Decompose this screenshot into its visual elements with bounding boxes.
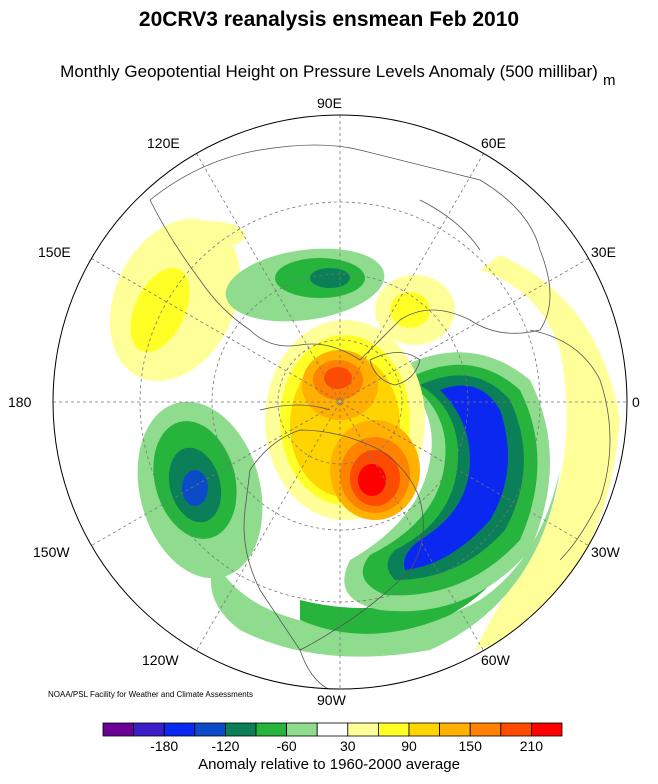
colorbar bbox=[102, 722, 563, 737]
colorbar-swatch bbox=[133, 722, 165, 737]
lon-label-120e: 120E bbox=[147, 135, 180, 151]
anomaly-region bbox=[210, 470, 560, 657]
colorbar-swatch bbox=[500, 722, 532, 737]
anomaly-region bbox=[324, 367, 352, 389]
anomaly-region bbox=[390, 292, 430, 328]
colorbar-swatch bbox=[224, 722, 257, 737]
anomaly-region bbox=[358, 464, 386, 496]
colorbar-swatch bbox=[347, 722, 379, 737]
map-subtitle: Monthly Geopotential Height on Pressure … bbox=[60, 62, 598, 81]
colorbar-tick-label: -120 bbox=[211, 738, 240, 754]
units-label: m bbox=[603, 72, 616, 89]
colorbar-swatch bbox=[377, 722, 410, 737]
anomaly-region bbox=[404, 385, 508, 570]
colorbar-swatch bbox=[439, 722, 471, 737]
colorbar-swatch bbox=[316, 722, 349, 737]
colorbar-tick-label: 30 bbox=[340, 738, 356, 754]
lon-label-150w: 150W bbox=[33, 544, 70, 560]
lon-label-120w: 120W bbox=[142, 652, 179, 668]
anomaly-region bbox=[130, 267, 190, 353]
colorbar-tick-label: 210 bbox=[519, 738, 544, 754]
colorbar-swatch bbox=[469, 722, 502, 737]
lon-label-30e: 30E bbox=[591, 244, 616, 260]
lon-label-30w: 30W bbox=[591, 544, 620, 560]
anomaly-region bbox=[175, 221, 245, 249]
colorbar-swatch bbox=[163, 722, 196, 737]
graticule bbox=[53, 115, 627, 689]
anomaly-region bbox=[182, 470, 208, 506]
map-title: 20CRV3 reanalysis ensmean Feb 2010 bbox=[138, 8, 520, 31]
colorbar-swatch bbox=[408, 722, 441, 737]
colorbar-swatch bbox=[286, 722, 318, 737]
colorbar-tick-label: 90 bbox=[401, 738, 417, 754]
anomaly-region bbox=[300, 470, 540, 634]
colorbar-tick-label: 150 bbox=[458, 738, 482, 754]
lon-label-150e: 150E bbox=[38, 244, 71, 260]
anomaly-field bbox=[109, 218, 620, 657]
colorbar-swatch bbox=[102, 722, 135, 737]
lon-label-60w: 60W bbox=[481, 652, 510, 668]
lon-label-0: 0 bbox=[632, 394, 640, 410]
colorbar-tick-label: -60 bbox=[276, 738, 297, 754]
lon-label-90e: 90E bbox=[317, 95, 342, 111]
map-boundary bbox=[52, 114, 628, 690]
colorbar-swatch bbox=[255, 722, 288, 737]
anomaly-region bbox=[310, 268, 350, 288]
lon-label-180: 180 bbox=[8, 394, 32, 410]
colorbar-title: Anomaly relative to 1960-2000 average bbox=[198, 756, 460, 773]
lon-label-60e: 60E bbox=[481, 135, 506, 151]
coastlines bbox=[149, 144, 611, 689]
lon-label-90w: 90W bbox=[317, 692, 346, 708]
colorbar-swatch bbox=[194, 722, 226, 737]
colorbar-tick-label: -180 bbox=[150, 738, 179, 754]
credit-text: NOAA/PSL Facility for Weather and Climat… bbox=[48, 690, 253, 699]
colorbar-swatch bbox=[531, 722, 563, 737]
anomaly-region bbox=[475, 255, 620, 650]
